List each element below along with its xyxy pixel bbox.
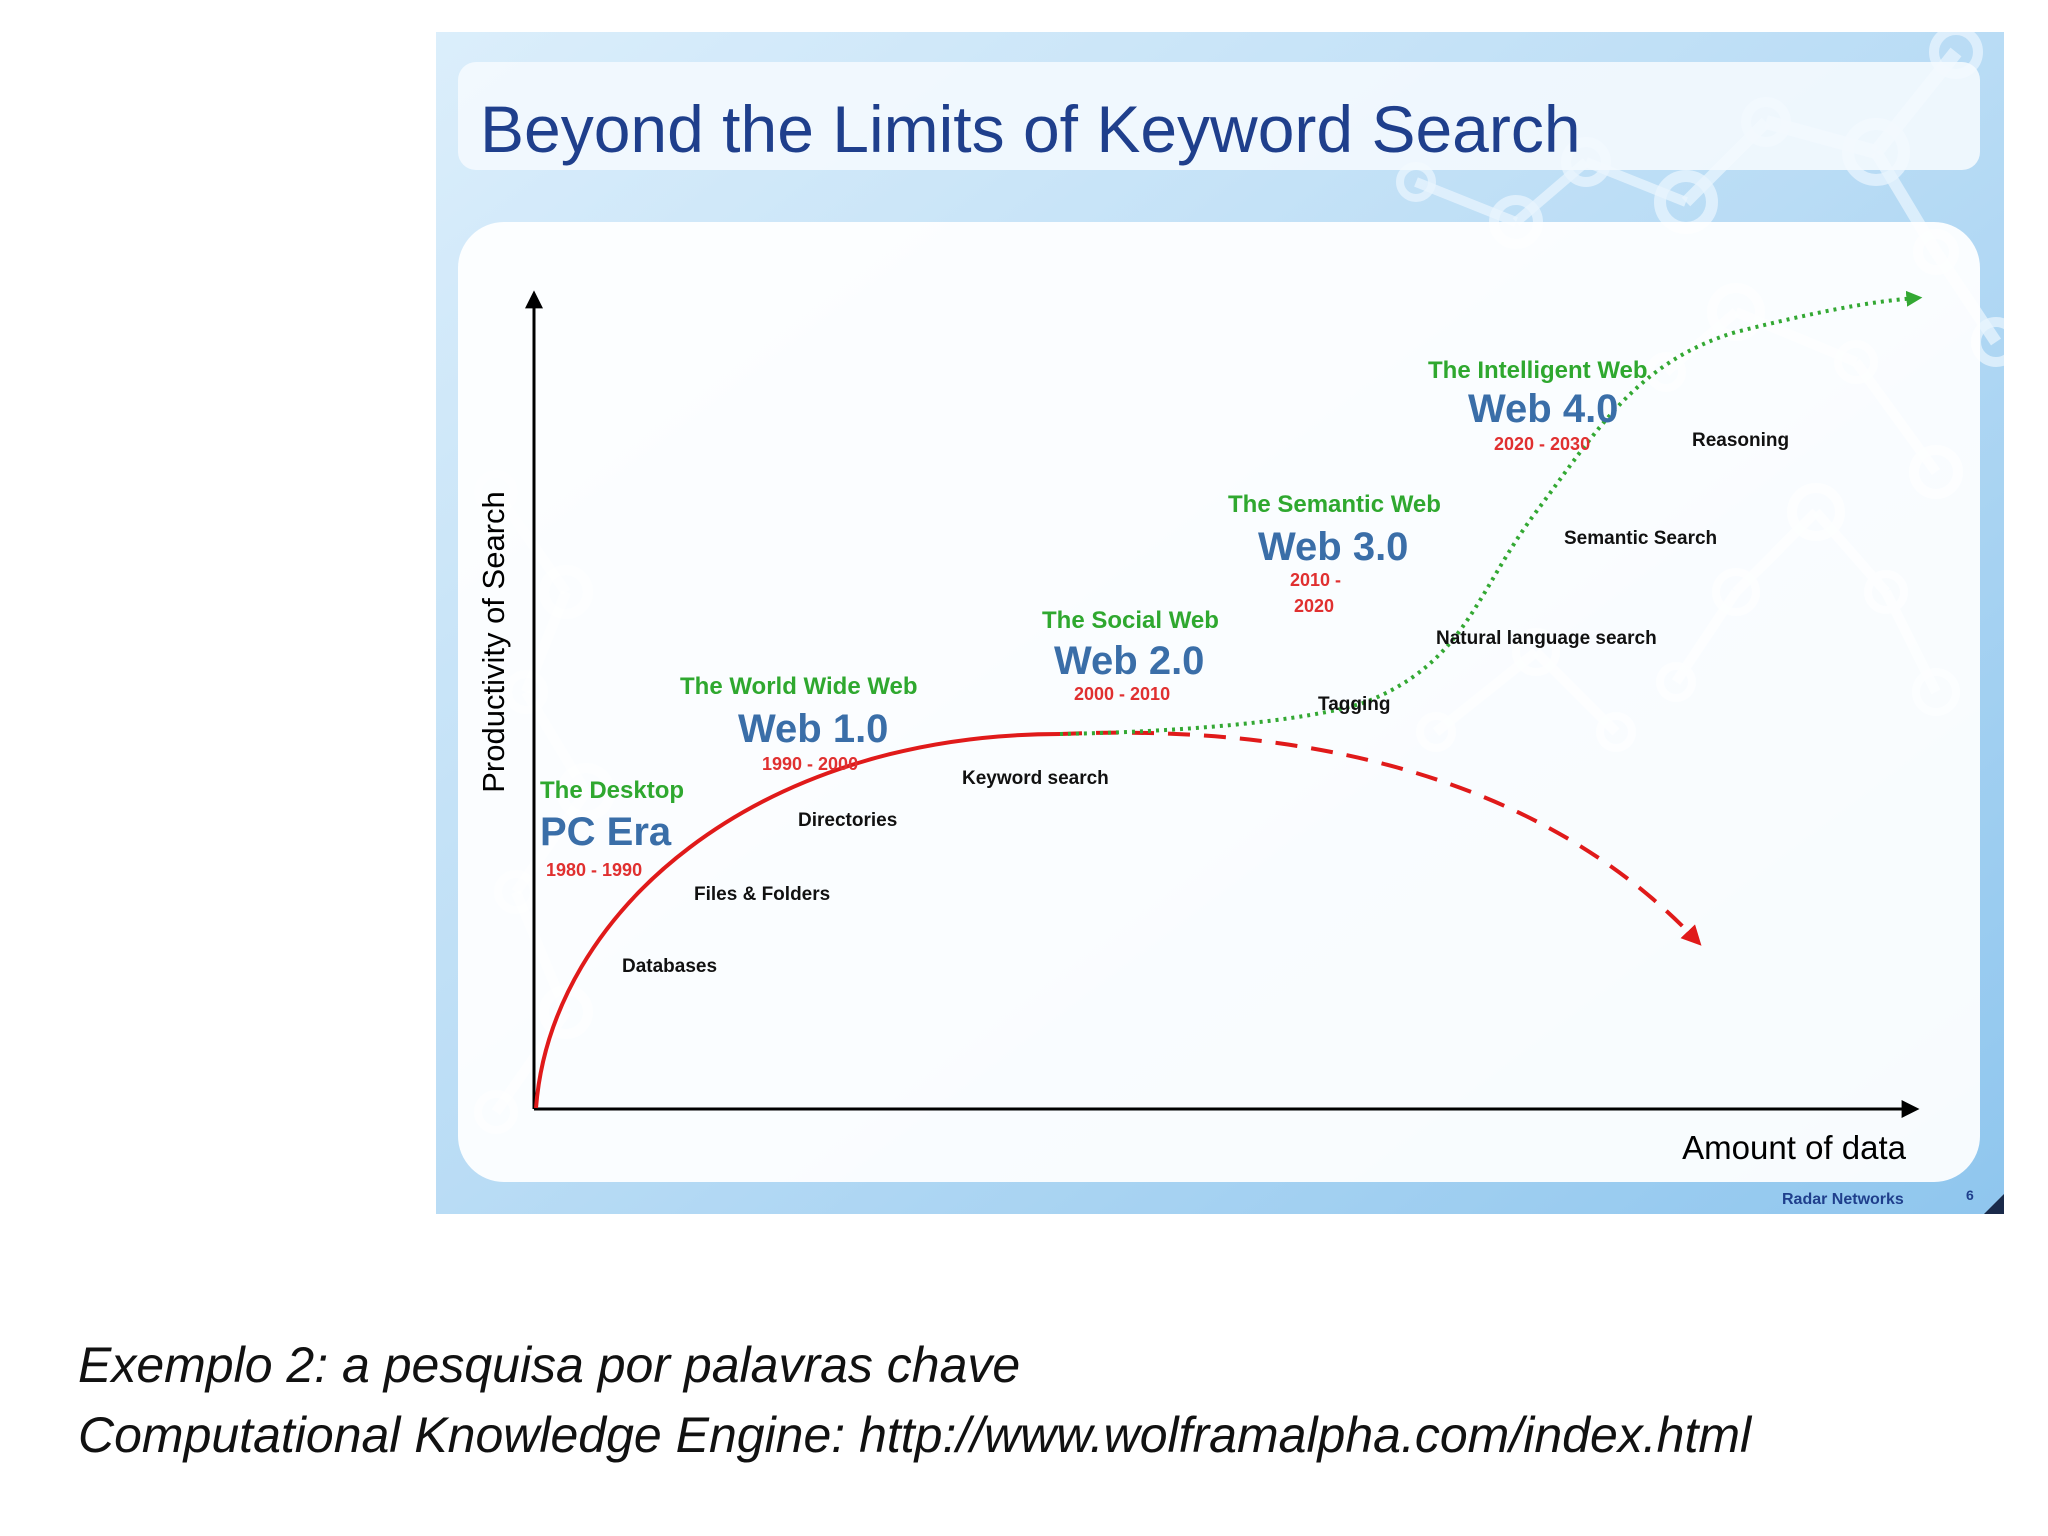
era-subtitle-semantic-web: The Semantic Web	[1228, 491, 1441, 518]
slide-corner-mark	[1984, 1194, 2004, 1214]
caption-line-2: Computational Knowledge Engine: http://w…	[78, 1407, 1752, 1463]
tech-label-directories: Directories	[798, 810, 897, 831]
slide-footer: Radar Networks	[1782, 1191, 1904, 1208]
tech-label-semantic-search: Semantic Search	[1564, 528, 1717, 549]
keyword-search-curve	[534, 732, 1061, 1109]
y-axis-label: Productivity of Search	[476, 491, 511, 793]
slide-page-number: 6	[1966, 1187, 1974, 1203]
era-years-pc-era: 1980 - 1990	[546, 860, 642, 880]
tech-label-files-folders: Files & Folders	[694, 884, 830, 905]
caption-line-1: Exemplo 2: a pesquisa por palavras chave	[78, 1337, 1021, 1393]
x-axis-label: Amount of data	[1682, 1129, 1906, 1166]
era-name-pc-era: PC Era	[540, 810, 672, 854]
slide-title: Beyond the Limits of Keyword Search	[480, 92, 1581, 166]
tech-label-natural-language-search: Natural language search	[1436, 628, 1657, 649]
era-years-web-1: 1990 - 2000	[762, 754, 858, 774]
era-subtitle-social-web: The Social Web	[1042, 607, 1219, 634]
era-years-web-2: 2000 - 2010	[1074, 684, 1170, 704]
tech-label-reasoning: Reasoning	[1692, 430, 1789, 451]
tech-label-keyword-search: Keyword search	[962, 768, 1109, 789]
keyword-search-decline-curve	[1059, 730, 1702, 946]
content-panel	[458, 222, 1980, 1182]
era-subtitle-intelligent-web: The Intelligent Web	[1428, 357, 1648, 384]
era-name-web-4: Web 4.0	[1468, 387, 1618, 431]
era-name-web-2: Web 2.0	[1054, 639, 1204, 683]
era-years-web-3-start: 2010 -	[1290, 570, 1341, 590]
title-bar	[458, 62, 1980, 170]
tech-label-databases: Databases	[622, 956, 717, 977]
era-subtitle-desktop: The Desktop	[540, 777, 684, 804]
era-name-web-1: Web 1.0	[738, 707, 888, 751]
era-years-web-3-end: 2020	[1294, 596, 1334, 616]
era-subtitle-world-wide-web: The World Wide Web	[680, 673, 918, 700]
era-years-web-4: 2020 - 2030	[1494, 434, 1590, 454]
era-name-web-3: Web 3.0	[1258, 525, 1408, 569]
slide-image: Beyond the Limits of Keyword Search Prod…	[436, 32, 2004, 1214]
tech-label-tagging: Tagging	[1318, 694, 1390, 715]
